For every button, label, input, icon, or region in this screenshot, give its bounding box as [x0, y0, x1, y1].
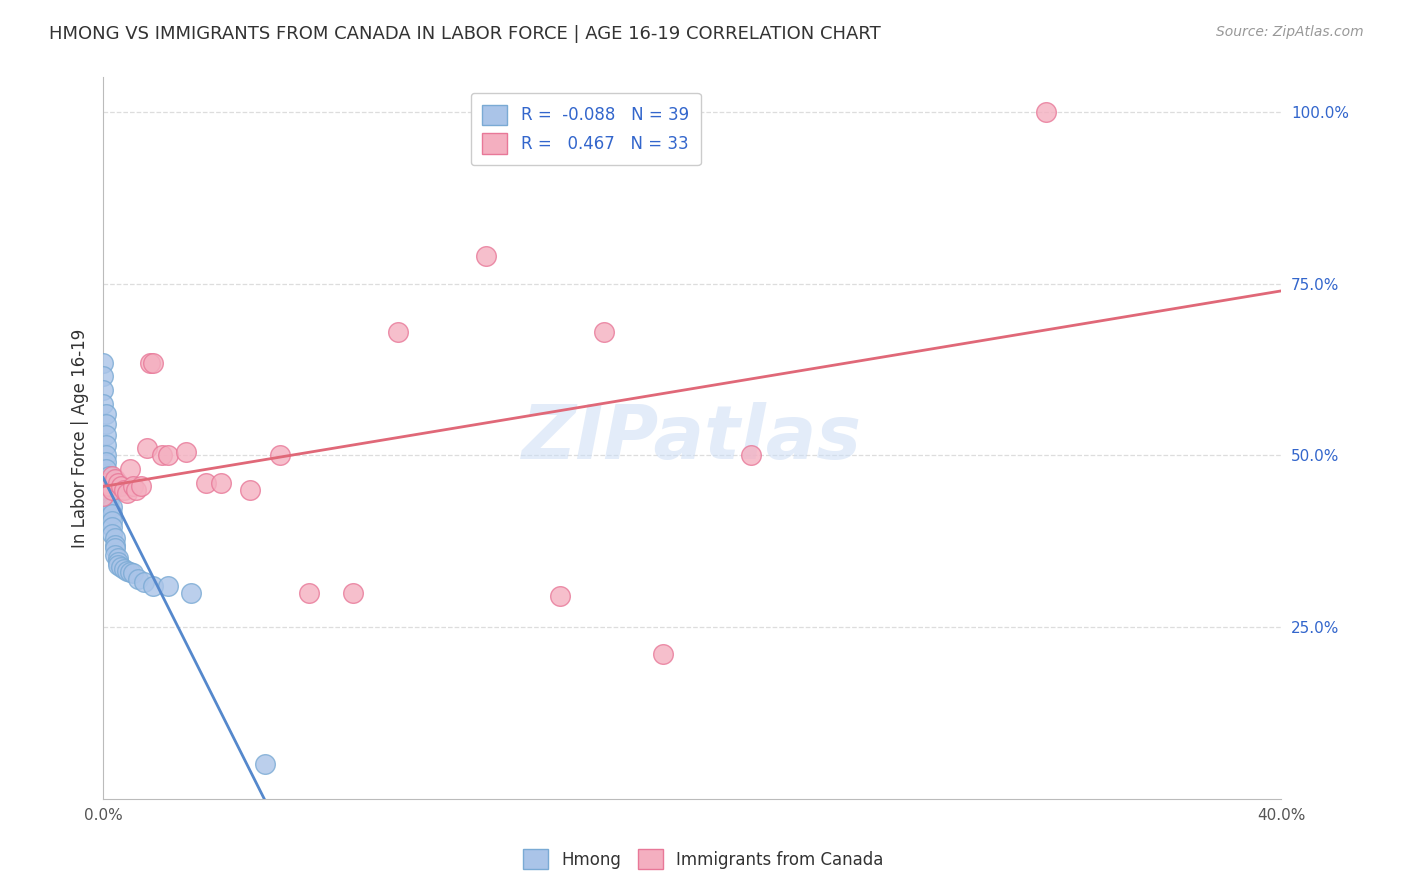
Point	[121, 566, 143, 581]
Point	[101, 527, 124, 541]
Point	[150, 448, 173, 462]
Point	[94, 407, 117, 421]
Point	[740, 448, 762, 462]
Point	[101, 520, 124, 534]
Point	[101, 483, 124, 497]
Point	[118, 565, 141, 579]
Point	[91, 355, 114, 369]
Point	[592, 325, 614, 339]
Point	[156, 448, 179, 462]
Point	[254, 757, 277, 772]
Point	[387, 325, 409, 339]
Point	[98, 486, 121, 500]
Point	[91, 490, 114, 504]
Point	[115, 564, 138, 578]
Point	[112, 483, 135, 497]
Point	[104, 548, 127, 562]
Point	[101, 500, 124, 514]
Point	[112, 561, 135, 575]
Point	[110, 559, 132, 574]
Point	[98, 492, 121, 507]
Point	[342, 585, 364, 599]
Point	[651, 648, 673, 662]
Point	[121, 479, 143, 493]
Point	[104, 531, 127, 545]
Point	[98, 479, 121, 493]
Point	[101, 507, 124, 521]
Point	[110, 479, 132, 493]
Point	[94, 455, 117, 469]
Point	[101, 514, 124, 528]
Point	[101, 469, 124, 483]
Legend: R =  -0.088   N = 39, R =   0.467   N = 33: R = -0.088 N = 39, R = 0.467 N = 33	[471, 93, 700, 165]
Point	[142, 579, 165, 593]
Point	[548, 589, 571, 603]
Point	[107, 558, 129, 573]
Point	[131, 479, 153, 493]
Point	[91, 369, 114, 384]
Point	[98, 500, 121, 514]
Point	[104, 538, 127, 552]
Point	[142, 355, 165, 369]
Point	[107, 475, 129, 490]
Point	[94, 448, 117, 462]
Point	[298, 585, 321, 599]
Point	[269, 448, 291, 462]
Point	[107, 555, 129, 569]
Point	[94, 427, 117, 442]
Point	[104, 541, 127, 555]
Point	[104, 472, 127, 486]
Point	[94, 417, 117, 432]
Point	[139, 355, 162, 369]
Point	[195, 475, 218, 490]
Text: HMONG VS IMMIGRANTS FROM CANADA IN LABOR FORCE | AGE 16-19 CORRELATION CHART: HMONG VS IMMIGRANTS FROM CANADA IN LABOR…	[49, 25, 882, 43]
Point	[136, 442, 159, 456]
Point	[239, 483, 262, 497]
Point	[134, 575, 156, 590]
Point	[180, 585, 202, 599]
Legend: Hmong, Immigrants from Canada: Hmong, Immigrants from Canada	[513, 838, 893, 880]
Point	[127, 572, 149, 586]
Point	[209, 475, 232, 490]
Point	[94, 475, 117, 490]
Point	[174, 445, 197, 459]
Text: ZIPatlas: ZIPatlas	[522, 401, 862, 475]
Point	[124, 483, 146, 497]
Point	[91, 397, 114, 411]
Y-axis label: In Labor Force | Age 16-19: In Labor Force | Age 16-19	[72, 328, 89, 548]
Point	[156, 579, 179, 593]
Point	[475, 249, 498, 263]
Text: Source: ZipAtlas.com: Source: ZipAtlas.com	[1216, 25, 1364, 39]
Point	[1035, 104, 1057, 119]
Point	[91, 383, 114, 397]
Point	[118, 462, 141, 476]
Point	[98, 479, 121, 493]
Point	[107, 551, 129, 566]
Point	[98, 469, 121, 483]
Point	[94, 462, 117, 476]
Point	[94, 438, 117, 452]
Point	[115, 486, 138, 500]
